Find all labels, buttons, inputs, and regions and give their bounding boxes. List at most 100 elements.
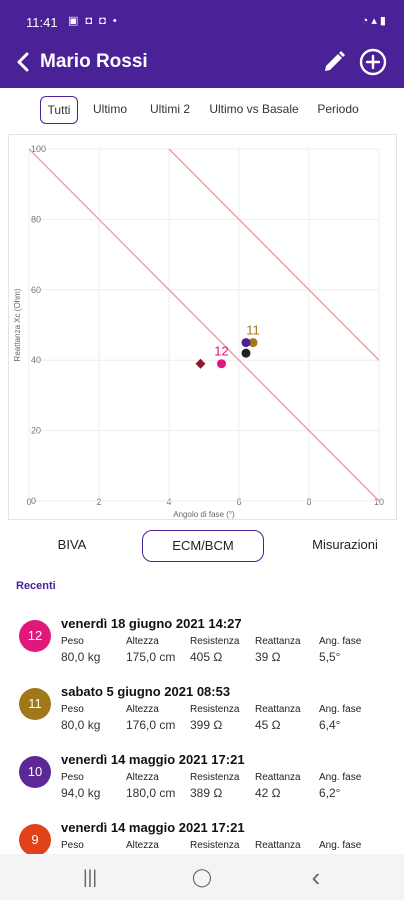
tab-ecm-bcm[interactable]: ECM/BCM xyxy=(142,530,264,562)
data-point xyxy=(195,358,206,369)
column-label: Resistenza xyxy=(190,636,240,647)
recents-icon[interactable]: ||| xyxy=(82,867,98,887)
column-value: 405 Ω xyxy=(190,650,223,664)
pencil-icon[interactable] xyxy=(320,48,348,76)
measurement-cell: Ang. fase 6,4° xyxy=(319,704,383,732)
measurement-number-badge: 10 xyxy=(19,756,51,788)
column-label: Peso xyxy=(61,704,84,715)
column-label: Reattanza xyxy=(255,636,301,647)
plus-circle-icon[interactable] xyxy=(358,47,388,77)
measurement-cell: Altezza 176,0 cm xyxy=(126,704,190,732)
column-label: Peso xyxy=(61,636,84,647)
measurement-number-badge: 12 xyxy=(19,620,51,652)
measurement-cell: Resistenza 389 Ω xyxy=(190,772,254,800)
back-nav-icon[interactable]: ‹ xyxy=(311,862,321,892)
y-tick-label: 40 xyxy=(31,355,41,365)
y-tick-label: 20 xyxy=(31,426,41,436)
mode-tabs: BIVA ECM/BCM Misurazioni xyxy=(0,526,404,566)
column-label: Altezza xyxy=(126,636,159,647)
column-value: 80,0 kg xyxy=(61,650,101,664)
column-value: 176,0 cm xyxy=(126,718,176,732)
column-value: 175,0 cm xyxy=(126,650,176,664)
x-tick-label: 8 xyxy=(306,497,311,507)
column-label: Altezza xyxy=(126,772,159,783)
measurement-cell: Resistenza xyxy=(190,840,254,854)
patient-name: Mario Rossi xyxy=(40,51,148,72)
column-value: 39 Ω xyxy=(255,650,281,664)
column-label: Peso xyxy=(61,772,84,783)
data-label: 11 xyxy=(246,323,260,338)
data-point xyxy=(217,359,226,369)
column-value: 389 Ω xyxy=(190,786,223,800)
filter-bar: Tutti Ultimo Ultimi 2 Ultimo vs Basale P… xyxy=(0,88,404,132)
filter-last-2[interactable]: Ultimi 2 xyxy=(149,102,190,116)
list-item[interactable]: 10 venerdì 14 maggio 2021 17:21 Peso 94,0 k… xyxy=(0,740,404,808)
app-bar: Mario Rossi xyxy=(0,42,404,88)
x-tick-label: 10 xyxy=(374,497,384,507)
filter-last-vs-baseline[interactable]: Ultimo vs Basale xyxy=(209,102,299,116)
list-item[interactable]: 11 sabato 5 giugno 2021 08:53 Peso 80,0 kg A… xyxy=(0,672,404,740)
measurement-cell: Resistenza 399 Ω xyxy=(190,704,254,732)
y-axis-label: Reattanza Xc (Ohm) xyxy=(13,288,22,361)
y-tick-label: 0 xyxy=(31,496,36,506)
recent-heading: Recenti xyxy=(16,580,56,592)
column-value: 6,4° xyxy=(319,718,341,732)
column-value: 180,0 cm xyxy=(126,786,176,800)
y-tick-label: 60 xyxy=(31,285,41,295)
measurement-date: venerdì 14 maggio 2021 17:21 xyxy=(61,752,245,767)
measurement-cell: Reattanza xyxy=(255,840,319,854)
data-point xyxy=(241,348,251,358)
measurement-number-badge: 9 xyxy=(19,824,51,854)
system-nav-bar: ||| ◯ ‹ xyxy=(0,854,404,900)
column-label: Altezza xyxy=(126,840,159,851)
column-label: Altezza xyxy=(126,704,159,715)
column-label: Resistenza xyxy=(190,704,240,715)
biva-chart: 0 2 4 6 8 10 0 20 40 60 80 100 Angolo di fase (°) Rea… xyxy=(8,134,397,520)
measurement-cell: Reattanza 45 Ω xyxy=(255,704,319,732)
column-label: Resistenza xyxy=(190,840,240,851)
measurement-cell: Reattanza 42 Ω xyxy=(255,772,319,800)
column-label: Ang. fase xyxy=(319,840,362,851)
measurement-cell: Altezza 175,0 cm xyxy=(126,636,190,664)
list-item[interactable]: 12 venerdì 18 giugno 2021 14:27 Peso 80,0 k… xyxy=(0,604,404,672)
x-tick-label: 2 xyxy=(96,497,101,507)
filter-last[interactable]: Ultimo xyxy=(92,102,127,116)
measurement-cell: Peso xyxy=(61,840,125,854)
home-icon[interactable]: ◯ xyxy=(191,867,213,887)
measurement-cell: Altezza 180,0 cm xyxy=(126,772,190,800)
column-label: Reattanza xyxy=(255,840,301,851)
measurement-number-badge: 11 xyxy=(19,688,51,720)
column-label: Reattanza xyxy=(255,704,301,715)
y-tick-label: 100 xyxy=(31,144,46,154)
list-item[interactable]: 9 venerdì 14 maggio 2021 17:21 Peso Altezza… xyxy=(0,808,404,854)
column-value: 6,2° xyxy=(319,786,341,800)
status-bar: 11:41 ▣ ◘ ◘ • ◔ ▴ ▮ xyxy=(0,0,404,42)
filter-period[interactable]: Periodo xyxy=(317,102,359,116)
measurement-cell: Ang. fase 5,5° xyxy=(319,636,383,664)
measurement-cell: Altezza xyxy=(126,840,190,854)
measurement-cell: Peso 80,0 kg xyxy=(61,704,125,732)
data-point xyxy=(248,338,258,348)
column-value: 399 Ω xyxy=(190,718,223,732)
filter-all[interactable]: Tutti xyxy=(40,96,78,124)
column-value: 45 Ω xyxy=(255,718,281,732)
reference-line xyxy=(28,148,380,502)
x-tick-label: 0 xyxy=(26,497,31,507)
reference-line xyxy=(168,148,380,361)
chevron-left-icon[interactable] xyxy=(10,48,38,76)
data-label: 12 xyxy=(214,344,228,359)
measurement-cell: Ang. fase 6,2° xyxy=(319,772,383,800)
column-label: Ang. fase xyxy=(319,636,362,647)
x-axis-label: Angolo di fase (°) xyxy=(173,510,235,519)
tab-measurements[interactable]: Misurazioni xyxy=(312,537,378,552)
measurement-cell: Reattanza 39 Ω xyxy=(255,636,319,664)
column-value: 42 Ω xyxy=(255,786,281,800)
y-tick-label: 80 xyxy=(31,214,41,224)
notification-icons: ▣ ◘ ◘ • xyxy=(68,15,119,27)
x-tick-label: 6 xyxy=(236,497,241,507)
tab-biva[interactable]: BIVA xyxy=(57,537,87,552)
measurement-cell: Resistenza 405 Ω xyxy=(190,636,254,664)
data-point xyxy=(241,338,251,348)
column-label: Ang. fase xyxy=(319,772,362,783)
recent-list: 12 venerdì 18 giugno 2021 14:27 Peso 80,0 k… xyxy=(0,604,404,854)
